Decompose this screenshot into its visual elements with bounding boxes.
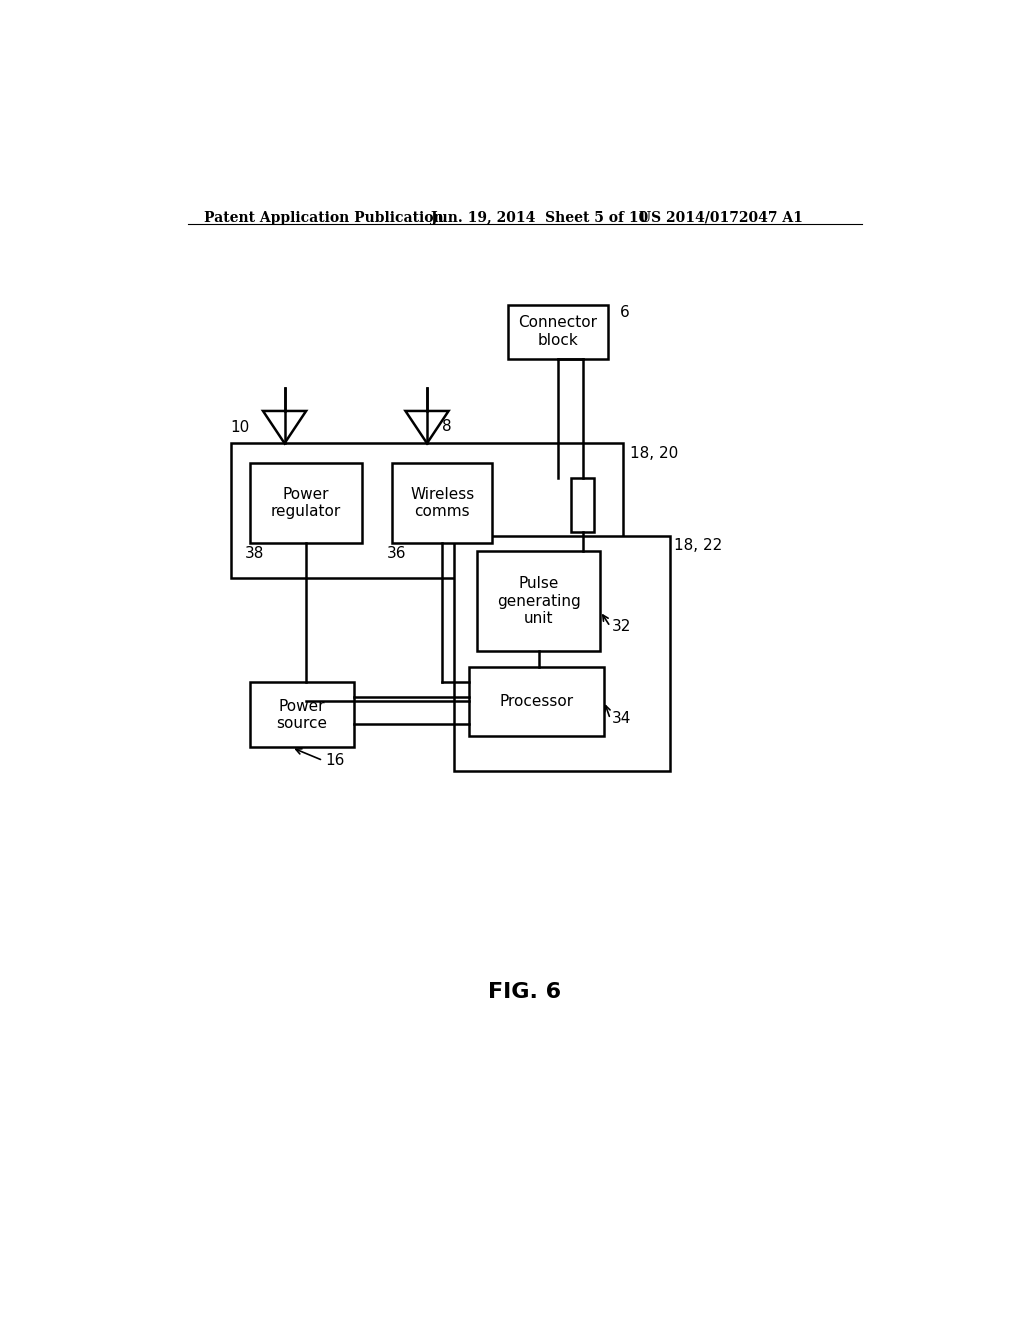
Text: Wireless
comms: Wireless comms <box>411 487 474 519</box>
Text: Power
regulator: Power regulator <box>270 487 341 519</box>
Text: Connector
block: Connector block <box>518 315 597 348</box>
Bar <box>508 305 608 359</box>
Text: Jun. 19, 2014  Sheet 5 of 10: Jun. 19, 2014 Sheet 5 of 10 <box>431 211 648 224</box>
Text: Processor: Processor <box>500 694 573 709</box>
Text: 16: 16 <box>326 752 345 768</box>
Bar <box>469 667 604 737</box>
Text: 34: 34 <box>611 711 631 726</box>
Text: 18, 22: 18, 22 <box>674 539 722 553</box>
Bar <box>392 462 493 544</box>
Text: US 2014/0172047 A1: US 2014/0172047 A1 <box>639 211 803 224</box>
Bar <box>250 682 354 747</box>
Bar <box>571 478 594 532</box>
Text: Power
source: Power source <box>276 698 328 731</box>
Text: FIG. 6: FIG. 6 <box>488 982 561 1002</box>
Text: 38: 38 <box>245 545 264 561</box>
Text: 6: 6 <box>620 305 630 319</box>
Text: 8: 8 <box>442 418 452 434</box>
Bar <box>230 444 624 578</box>
Bar <box>250 462 361 544</box>
Text: Patent Application Publication: Patent Application Publication <box>204 211 443 224</box>
Text: 10: 10 <box>230 420 250 436</box>
Text: Pulse
generating
unit: Pulse generating unit <box>497 577 581 626</box>
Bar <box>477 552 600 651</box>
Text: 18, 20: 18, 20 <box>630 446 678 461</box>
Text: 36: 36 <box>387 545 407 561</box>
Text: 32: 32 <box>611 619 631 634</box>
Bar <box>454 536 670 771</box>
